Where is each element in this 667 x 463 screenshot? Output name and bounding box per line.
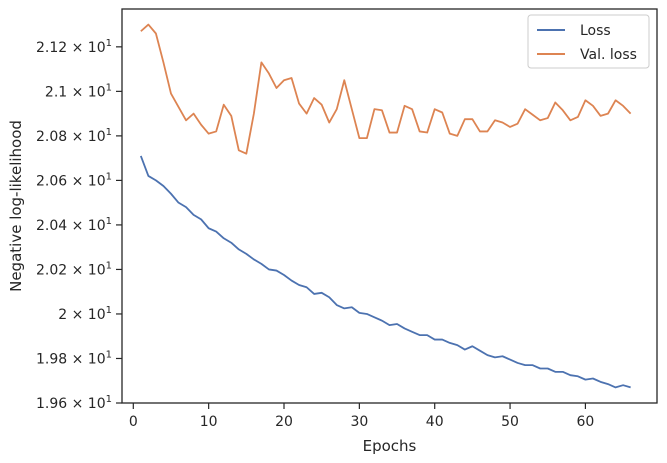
series-line-loss: [139, 155, 631, 389]
y-axis-label: Negative log-likelihood: [7, 120, 25, 292]
x-tick-label: 0: [129, 414, 138, 430]
y-tick-label: 2.08 × 101: [36, 127, 112, 145]
y-tick-label: 2.06 × 101: [36, 171, 112, 189]
y-tick-label: 2.12 × 101: [36, 38, 112, 56]
x-axis-label: Epochs: [363, 437, 417, 455]
x-tick-label: 20: [275, 414, 293, 430]
x-tick-label: 40: [426, 414, 444, 430]
x-tick-label: 50: [501, 414, 519, 430]
x-tick-label: 10: [200, 414, 218, 430]
x-tick-label: 30: [350, 414, 368, 430]
y-tick-label: 2 × 101: [58, 305, 112, 323]
legend-label-val-loss: Val. loss: [580, 47, 637, 63]
y-axis-ticks: 1.96 × 101 1.98 × 101 2 × 101 2.02 × 101 2.0…: [36, 38, 122, 412]
series-line-val-loss: [140, 23, 632, 155]
y-tick-label: 2.1 × 101: [45, 82, 112, 100]
plot-area-frame: [121, 8, 658, 404]
y-tick-label: 2.02 × 101: [36, 260, 112, 278]
series-layer: [139, 23, 632, 389]
x-axis-ticks: 0 10 20 30 40 50 60: [129, 403, 594, 430]
y-tick-label: 1.96 × 101: [36, 394, 112, 412]
y-tick-label: 2.04 × 101: [36, 216, 112, 234]
legend: Loss Val. loss: [527, 14, 650, 69]
y-tick-label: 1.98 × 101: [36, 349, 112, 367]
x-tick-label: 60: [577, 414, 595, 430]
legend-label-loss: Loss: [580, 23, 611, 39]
